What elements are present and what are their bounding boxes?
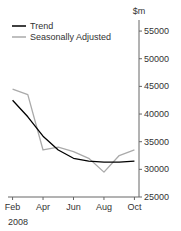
y-tick — [139, 141, 142, 142]
y-tick-label: 45000 — [144, 81, 169, 91]
x-tick-label: Apr — [36, 202, 50, 212]
x-tick — [134, 197, 135, 200]
x-tick-label: Jun — [66, 202, 81, 212]
y-tick — [139, 197, 142, 198]
y-tick — [139, 31, 142, 32]
chart: Feb Apr Jun Aug Oct25000 30000 35000 40000 45000… — [0, 0, 181, 231]
y-axis-label: $m — [133, 6, 146, 16]
y-tick-label: 50000 — [144, 54, 169, 64]
series-line — [13, 100, 135, 162]
y-tick-label: 55000 — [144, 26, 169, 36]
y-tick-label: 40000 — [144, 109, 169, 119]
legend-swatch — [12, 25, 26, 27]
x-tick — [12, 197, 13, 200]
x-tick — [103, 197, 104, 200]
y-tick — [139, 114, 142, 115]
y-tick-label: 25000 — [144, 192, 169, 202]
y-tick-label: 35000 — [144, 137, 169, 147]
x-tick-label: Feb — [5, 202, 21, 212]
y-tick — [139, 58, 142, 59]
x-axis-label: 2008 — [8, 217, 28, 227]
legend-label: Trend — [30, 21, 53, 31]
x-tick-label: Aug — [96, 202, 112, 212]
legend-label: Seasonally Adjusted — [30, 32, 111, 42]
series-line — [13, 89, 135, 172]
y-tick — [139, 169, 142, 170]
y-axis-line — [139, 20, 140, 197]
y-tick-label: 30000 — [144, 164, 169, 174]
x-tick — [43, 197, 44, 200]
legend: TrendSeasonally Adjusted — [12, 21, 111, 42]
x-tick-label: Oct — [127, 202, 142, 212]
x-tick — [73, 197, 74, 200]
plot-area — [13, 89, 135, 172]
y-tick — [139, 86, 142, 87]
legend-swatch — [12, 36, 26, 38]
chart-container: Feb Apr Jun Aug Oct25000 30000 35000 40000 45000… — [0, 0, 181, 231]
